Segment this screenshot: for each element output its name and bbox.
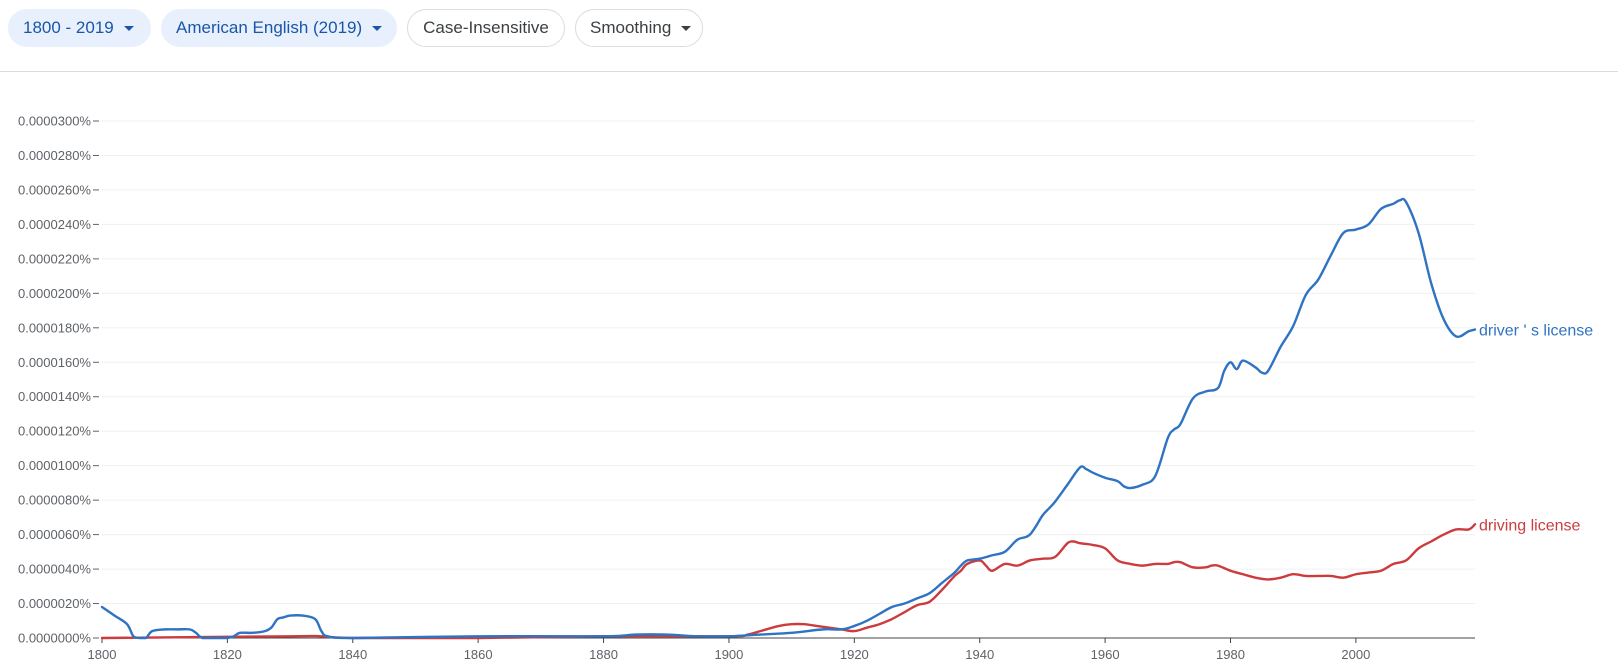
y-tick-label: 0.0000280% xyxy=(18,148,91,163)
x-tick-label: 1900 xyxy=(714,647,743,662)
y-tick-label: 0.0000140% xyxy=(18,389,91,404)
y-tick-label: 0.0000300% xyxy=(18,114,91,129)
year-range-label: 1800 - 2019 xyxy=(23,18,114,37)
smoothing-label: Smoothing xyxy=(590,18,672,37)
toolbar: 1800 - 2019 American English (2019) Case… xyxy=(0,0,1618,72)
x-tick-label: 1980 xyxy=(1216,647,1245,662)
y-tick-label: 0.0000220% xyxy=(18,251,91,266)
y-tick-label: 0.0000260% xyxy=(18,182,91,197)
y-tick-label: 0.0000080% xyxy=(18,493,91,508)
corpus-label: American English (2019) xyxy=(176,18,363,37)
x-tick-label: 1920 xyxy=(840,647,869,662)
y-tick-label: 0.0000120% xyxy=(18,424,91,439)
x-axis: 1800 1820 1840 1860 1880 1900 1920 1940 1960 1980… xyxy=(88,637,1475,662)
smoothing-dropdown[interactable]: Smoothing xyxy=(575,9,703,47)
chevron-down-icon xyxy=(372,25,383,31)
year-range-dropdown[interactable]: 1800 - 2019 xyxy=(8,9,151,47)
x-tick-label: 1940 xyxy=(965,647,994,662)
y-tick-label: 0.0000100% xyxy=(18,458,91,473)
y-tick-label: 0.0000020% xyxy=(18,596,91,611)
corpus-dropdown[interactable]: American English (2019) xyxy=(161,9,397,47)
y-axis: 0.0000000% 0.0000020% 0.0000040% 0.0000060%… xyxy=(18,114,99,646)
x-tick-label: 1960 xyxy=(1091,647,1120,662)
ngram-chart: 0.0000000% 0.0000020% 0.0000040% 0.0000060%… xyxy=(18,114,1593,663)
y-tick-label: 0.0000040% xyxy=(18,562,91,577)
series-labels: driver ' s license driving license xyxy=(1479,323,1593,535)
series-label-2[interactable]: driving license xyxy=(1479,517,1580,534)
x-tick-label: 1860 xyxy=(464,647,493,662)
y-tick-label: 0.0000240% xyxy=(18,217,91,232)
x-tick-label: 2000 xyxy=(1341,647,1370,662)
x-tick-label: 1800 xyxy=(88,647,117,662)
series-label-1[interactable]: driver ' s license xyxy=(1479,323,1593,340)
x-tick-label: 1840 xyxy=(338,647,367,662)
series-line-2 xyxy=(100,523,1477,640)
chevron-down-icon xyxy=(681,25,692,31)
y-tick-label: 0.0000200% xyxy=(18,286,91,301)
y-tick-label: 0.0000000% xyxy=(18,631,91,646)
case-insensitive-label: Case-Insensitive xyxy=(423,18,549,37)
case-insensitive-toggle[interactable]: Case-Insensitive xyxy=(407,9,565,47)
y-tick-label: 0.0000180% xyxy=(18,320,91,335)
y-tick-label: 0.0000160% xyxy=(18,355,91,370)
y-tick-label: 0.0000060% xyxy=(18,527,91,542)
gridlines xyxy=(102,120,1475,605)
series-lines xyxy=(100,197,1477,640)
x-tick-label: 1820 xyxy=(213,647,242,662)
chevron-down-icon xyxy=(123,25,134,31)
x-tick-label: 1880 xyxy=(589,647,618,662)
series-line-1 xyxy=(100,197,1477,640)
